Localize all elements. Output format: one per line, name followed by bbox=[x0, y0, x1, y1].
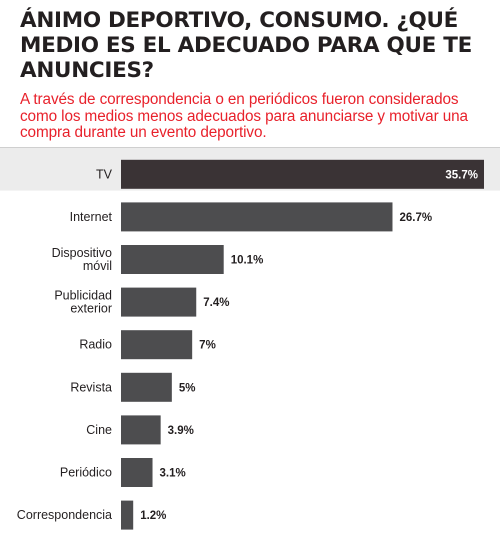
chart-subtitle: A través de correspondencia o en periódi… bbox=[20, 91, 468, 141]
category-label-1: Internet bbox=[70, 210, 113, 224]
value-label-4: 7% bbox=[199, 340, 216, 352]
bar-4 bbox=[121, 330, 193, 360]
bar-5 bbox=[121, 372, 172, 402]
category-label-5: Revista bbox=[70, 380, 112, 394]
bar-7 bbox=[121, 458, 153, 487]
category-label-4: Radio bbox=[79, 338, 112, 352]
bar-chart: TV 35.7% Internet 26.7% Dispositivo móvil 10.1… bbox=[0, 148, 500, 530]
value-label-0: 35.7% bbox=[445, 169, 478, 181]
category-label-2: Dispositivo móvil bbox=[52, 246, 112, 273]
bar-2 bbox=[121, 245, 224, 274]
value-label-8: 1.2% bbox=[140, 510, 166, 522]
category-label-0: TV bbox=[96, 167, 113, 181]
value-label-6: 3.9% bbox=[168, 425, 194, 437]
bar-8 bbox=[121, 500, 134, 530]
bar-6 bbox=[121, 415, 161, 445]
header-divider bbox=[0, 147, 500, 148]
bar-0 bbox=[121, 159, 484, 189]
category-label-8: Correspondencia bbox=[17, 508, 112, 522]
category-label-7: Periódico bbox=[60, 466, 112, 480]
value-label-3: 7.4% bbox=[203, 297, 229, 309]
value-label-5: 5% bbox=[179, 382, 196, 394]
value-label-1: 26.7% bbox=[399, 212, 432, 224]
bar-1 bbox=[121, 202, 393, 232]
category-label-6: Cine bbox=[86, 423, 112, 437]
chart-title: ÁNIMO DEPORTIVO, CONSUMO. ¿QUÉ MEDIO ES … bbox=[20, 8, 472, 83]
value-label-7: 3.1% bbox=[160, 468, 186, 480]
bar-3 bbox=[121, 287, 197, 317]
category-label-3: Publicidad exterior bbox=[54, 289, 112, 316]
value-label-2: 10.1% bbox=[231, 255, 264, 267]
